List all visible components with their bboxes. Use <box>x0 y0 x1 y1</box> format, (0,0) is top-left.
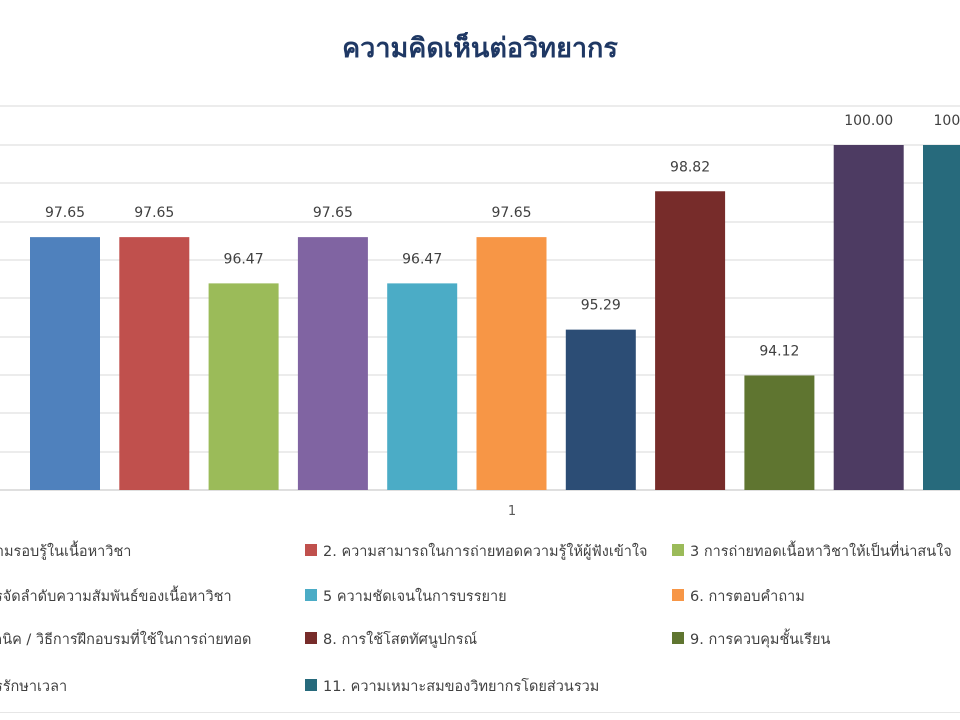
legend-label-7: เทคนิค / วิธีการฝึกอบรมที่ใช้ในการถ่ายทอ… <box>0 632 252 648</box>
data-labels: 97.65 97.65 96.47 97.65 96.47 97.65 95.29 98.82… <box>45 113 960 359</box>
legend-label-10: การรักษาเวลา <box>0 679 68 695</box>
data-label-5: 96.47 <box>402 251 442 267</box>
data-label-2: 97.65 <box>134 205 174 221</box>
bar-11 <box>923 145 960 490</box>
data-label-9: 94.12 <box>759 343 799 359</box>
bar-5 <box>387 283 458 490</box>
legend-label-11: 11. ความเหมาะสมของวิทยากรโดยส่วนรวม <box>323 679 600 695</box>
legend-label-1: ความรอบรู้ในเนื้อหาวิชา <box>0 544 132 560</box>
legend-swatch-2 <box>305 544 317 556</box>
bar-10 <box>833 145 904 490</box>
legend-swatch-6 <box>672 589 684 601</box>
data-label-10: 100.00 <box>844 113 893 129</box>
bar-7 <box>565 329 636 490</box>
bar-2 <box>119 237 190 490</box>
legend: ความรอบรู้ในเนื้อหาวิชา 2. ความสามารถในกา… <box>0 530 960 720</box>
legend-label-5: 5 ความชัดเจนในการบรรยาย <box>323 589 507 605</box>
bar-3 <box>208 283 279 490</box>
legend-swatch-8 <box>305 632 317 644</box>
data-label-3: 96.47 <box>224 251 264 267</box>
bar-4 <box>297 237 368 490</box>
legend-swatch-9 <box>672 632 684 644</box>
data-label-1: 97.65 <box>45 205 85 221</box>
legend-label-6: 6. การตอบคำถาม <box>690 589 805 605</box>
legend-swatch-5 <box>305 589 317 601</box>
x-category-label: 1 <box>508 504 516 519</box>
chart-title: ความคิดเห็นต่อวิทยากร <box>342 33 618 64</box>
legend-label-2: 2. ความสามารถในการถ่ายทอดความรู้ให้ผู้ฟั… <box>323 544 648 560</box>
bar-chart-plot: 97.65 97.65 96.47 97.65 96.47 97.65 95.29 98.82… <box>0 105 960 519</box>
bars <box>30 145 960 491</box>
legend-label-8: 8. การใช้โสตทัศนูปกรณ์ <box>323 632 478 648</box>
data-label-7: 95.29 <box>581 298 621 314</box>
data-label-4: 97.65 <box>313 205 353 221</box>
data-label-11: 100.00 <box>934 113 960 129</box>
bar-6 <box>476 237 547 490</box>
bar-8 <box>655 191 726 491</box>
data-label-8: 98.82 <box>670 159 710 175</box>
legend-label-4: การจัดลำดับความสัมพันธ์ของเนื้อหาวิชา <box>0 589 232 605</box>
legend-swatch-3 <box>672 544 684 556</box>
legend-label-9: 9. การควบคุมชั้นเรียน <box>690 632 831 648</box>
bottom-divider <box>0 712 960 713</box>
legend-label-3: 3 การถ่ายทอดเนื้อหาวิชาให้เป็นที่น่าสนใจ <box>690 544 952 560</box>
bar-9 <box>744 375 815 490</box>
bar-1 <box>30 237 100 490</box>
data-label-6: 97.65 <box>491 205 531 221</box>
legend-swatch-11 <box>305 679 317 691</box>
